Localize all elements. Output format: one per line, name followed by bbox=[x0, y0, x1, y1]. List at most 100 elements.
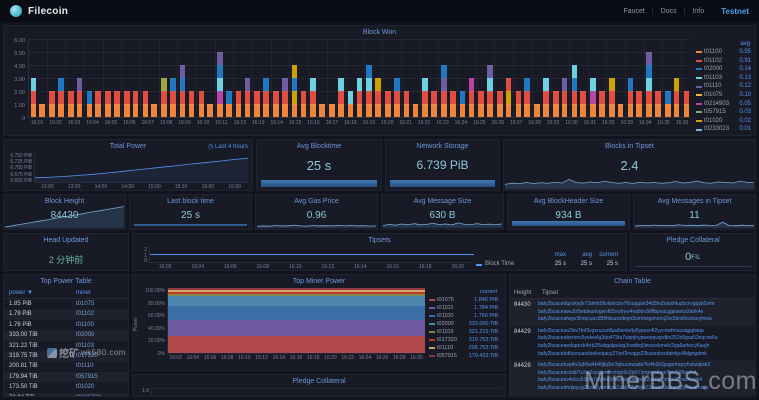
bar-segment bbox=[132, 104, 139, 117]
legend-item[interactable]: t01075 1.846 PiB bbox=[429, 296, 498, 304]
bar-segment bbox=[114, 91, 120, 104]
panel-title-chain-table[interactable]: Chain Table bbox=[614, 278, 651, 285]
bar-segment bbox=[76, 104, 83, 117]
bar-segment bbox=[422, 78, 429, 91]
bar-segment bbox=[273, 91, 279, 104]
bar bbox=[494, 39, 504, 117]
column-header-power[interactable]: power ▼ bbox=[9, 290, 33, 296]
bar-segment bbox=[30, 104, 37, 117]
bar-segment bbox=[86, 91, 93, 104]
bar bbox=[94, 39, 103, 117]
nav-link-docs[interactable]: Docs bbox=[660, 7, 677, 15]
panel-title-avg-gas-price[interactable]: Avg Gas Price bbox=[294, 198, 339, 205]
tipset-hash: bafy2bzaceacisdit7z2w2opalrm3rrrtstp5n2j… bbox=[538, 369, 697, 376]
legend-color-dash bbox=[696, 128, 702, 131]
bar bbox=[542, 39, 551, 117]
watermark-logo-icon bbox=[47, 347, 57, 358]
bar-segment bbox=[225, 91, 232, 104]
area-band bbox=[168, 288, 425, 290]
panel-title-network-storage[interactable]: Network Storage bbox=[416, 143, 469, 150]
nav-link-info[interactable]: Info bbox=[692, 7, 705, 15]
chain-row: 84429 bafy2bzaceao2lsv7tnf3vgsruzuri6pa5a… bbox=[510, 326, 755, 360]
legend-item[interactable]: t01103 321.219 TiB bbox=[429, 328, 498, 336]
legend-color-dash bbox=[696, 120, 702, 123]
bar-segment bbox=[673, 78, 680, 91]
bar-segment bbox=[505, 91, 512, 104]
legend-color-dash bbox=[696, 111, 702, 114]
legend-item[interactable]: t0214903 0.05 bbox=[696, 100, 751, 109]
legend-item[interactable]: t02000 333.000 TiB bbox=[429, 320, 498, 328]
bar-segment bbox=[524, 91, 531, 104]
bar-segment bbox=[58, 104, 64, 117]
bar bbox=[411, 39, 420, 117]
panel-title-avg-messages-in-tipset[interactable]: Avg Messages in Tipset bbox=[657, 198, 732, 205]
column-header-miner[interactable]: miner bbox=[76, 290, 92, 296]
legend-item[interactable]: t01102 1.784 PiB bbox=[429, 304, 498, 312]
legend-color-dash bbox=[429, 331, 435, 333]
panel-title-avg-message-size[interactable]: Avg Message Size bbox=[413, 198, 472, 205]
legend-item[interactable]: t01075 0.10 bbox=[696, 91, 751, 100]
panel-title-avg-blockheader-size[interactable]: Avg BlockHeader Size bbox=[533, 198, 604, 205]
bar-segment bbox=[217, 52, 223, 65]
panel-title-avg-blocktime[interactable]: Avg Blocktime bbox=[296, 143, 342, 150]
legend-item[interactable]: t01102 0.91 bbox=[696, 57, 751, 66]
panel-title-last-block-time[interactable]: Last block time bbox=[167, 198, 214, 205]
area-band bbox=[168, 306, 425, 321]
legend-item[interactable]: Block Time 25 s 25 s 25 s bbox=[476, 260, 618, 269]
nav-link-faucet[interactable]: Faucet bbox=[623, 7, 645, 15]
bar-segment bbox=[393, 91, 400, 104]
testnet-button[interactable]: Testnet bbox=[721, 6, 749, 16]
bar-segment bbox=[49, 104, 55, 117]
panel-title-total-power[interactable]: Total Power bbox=[109, 143, 147, 150]
panel-title-blocks-in-tipset[interactable]: Blocks in Tipset bbox=[605, 143, 654, 150]
table-row: 173.50 TiB t01020 bbox=[9, 384, 95, 391]
panel-block-won: Block Won 6.00 5.00 4.00 3.00 2.00 1.00 0 16:0… bbox=[3, 25, 756, 136]
area-band bbox=[168, 320, 425, 337]
bar-segment bbox=[487, 78, 493, 91]
bar bbox=[56, 39, 65, 117]
bar-segment bbox=[561, 91, 568, 104]
panel-title-pledge-collateral[interactable]: Pledge Collateral bbox=[666, 237, 720, 244]
panel-title-tipsets[interactable]: Tipsets bbox=[368, 237, 391, 244]
bar-segment bbox=[366, 104, 373, 117]
bar-segment bbox=[487, 91, 493, 104]
legend-item[interactable]: t01103 0.13 bbox=[696, 74, 751, 83]
panel-title-top-power-table[interactable]: Top Power Table bbox=[40, 278, 92, 285]
panel-title-block-height[interactable]: Block Height bbox=[44, 198, 85, 205]
legend-item[interactable]: t01020 0.02 bbox=[696, 117, 751, 126]
bar bbox=[643, 39, 654, 117]
bar-segment bbox=[393, 104, 400, 117]
bar-segment bbox=[590, 78, 596, 91]
time-range-link[interactable]: ◷ Last 4 hours bbox=[208, 144, 248, 150]
bar-segment bbox=[310, 78, 317, 91]
bar-segment bbox=[617, 104, 624, 117]
total-power-y-axis: 6.750 PiB 6.725 PiB 6.700 PiB 6.675 PiB 6.65… bbox=[10, 153, 32, 184]
block-won-y-axis: 6.00 5.00 4.00 3.00 2.00 1.00 0 bbox=[14, 38, 25, 122]
legend-item[interactable]: t01110 206.753 TiB bbox=[429, 344, 498, 352]
bar-segment bbox=[441, 65, 447, 78]
legend-item[interactable]: t01100 0.95 bbox=[696, 48, 751, 57]
legend-item[interactable]: t02000 0.14 bbox=[696, 65, 751, 74]
panel-title-head-updated[interactable]: Head Updated bbox=[43, 237, 89, 244]
legend-color-dash bbox=[696, 68, 702, 71]
legend-item[interactable]: t01100 1.766 PiB bbox=[429, 312, 498, 320]
bar-segment bbox=[449, 91, 456, 104]
legend-item[interactable]: t01110 0.12 bbox=[696, 82, 751, 91]
panel-title-block-won[interactable]: Block Won bbox=[362, 29, 397, 36]
bar-segment bbox=[39, 104, 46, 117]
table-row: 72.84 TiBt0236728 bbox=[4, 393, 128, 396]
legend-item[interactable]: t057915 0.03 bbox=[696, 108, 751, 117]
bar-segment bbox=[300, 104, 307, 117]
bar bbox=[121, 39, 131, 117]
legend-item[interactable]: t0233023 0.01 bbox=[696, 125, 751, 134]
bar bbox=[336, 39, 345, 117]
bar bbox=[569, 39, 579, 117]
panel-title-top-miner-power[interactable]: Top Miner Power bbox=[292, 278, 346, 285]
bar-segment bbox=[123, 104, 130, 117]
legend-item[interactable]: t017320 319.753 TiB bbox=[429, 336, 498, 344]
panel-title-pledge-collateral-chart[interactable]: Pledge Collateral bbox=[292, 378, 346, 385]
bar-segment bbox=[393, 78, 400, 91]
bar bbox=[560, 39, 569, 117]
table-row: 321.22 TiB t01103 bbox=[9, 342, 94, 349]
legend-item[interactable]: t057915 179.433 TiB bbox=[429, 352, 498, 360]
